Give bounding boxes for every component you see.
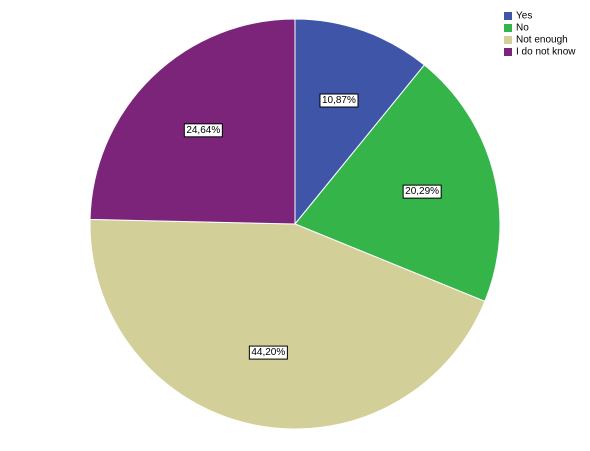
legend-label: I do not know <box>516 47 576 58</box>
legend-swatch <box>504 12 512 20</box>
pie-slice <box>294 18 426 226</box>
legend-label: No <box>516 23 529 34</box>
data-label-text: 24,64% <box>186 125 220 136</box>
data-label: 10,87% <box>319 93 359 108</box>
data-label-box <box>183 123 223 138</box>
data-label-box <box>319 93 359 108</box>
pie-slice <box>294 64 501 303</box>
legend-swatch <box>504 48 512 56</box>
data-label-box <box>402 184 442 199</box>
legend-label: Yes <box>516 11 532 22</box>
pie-slice <box>89 18 296 225</box>
pie-slice <box>89 218 486 430</box>
data-label: 44,20% <box>248 345 288 360</box>
data-label-text: 10,87% <box>322 95 356 106</box>
data-label: 20,29% <box>402 184 442 199</box>
data-label: 24,64% <box>183 123 223 138</box>
data-label-box <box>248 345 288 360</box>
legend-swatch <box>504 36 512 44</box>
legend-label: Not enough <box>516 35 568 46</box>
data-label-text: 44,20% <box>251 347 285 358</box>
data-label-text: 20,29% <box>405 186 439 197</box>
legend-swatch <box>504 24 512 32</box>
